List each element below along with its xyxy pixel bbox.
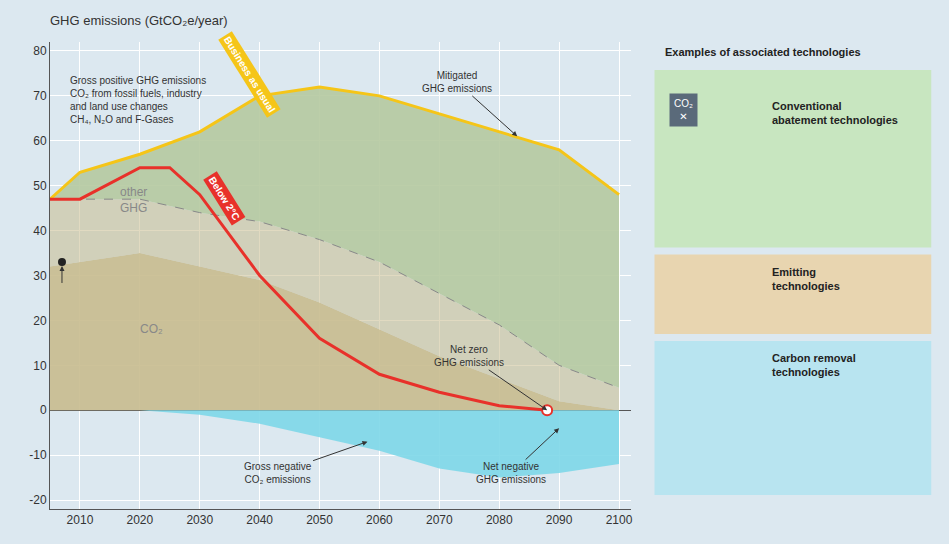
svg-text:Conventionalabatement technolo: Conventionalabatement technologies (772, 100, 898, 126)
svg-text:CO₂✕: CO₂✕ (674, 98, 693, 122)
svg-text:0: 0 (40, 403, 47, 417)
svg-text:80: 80 (33, 44, 47, 58)
svg-text:Net negativeGHG emissions: Net negativeGHG emissions (476, 461, 546, 485)
svg-text:2040: 2040 (246, 513, 273, 527)
svg-text:CO₂: CO₂ (140, 322, 163, 336)
svg-text:Gross positive GHG emissionsCO: Gross positive GHG emissionsCO₂ from fos… (70, 75, 206, 125)
svg-text:2060: 2060 (366, 513, 393, 527)
svg-text:2050: 2050 (306, 513, 333, 527)
svg-text:20: 20 (33, 314, 47, 328)
svg-text:30: 30 (33, 269, 47, 283)
svg-text:60: 60 (33, 134, 47, 148)
svg-text:2070: 2070 (426, 513, 453, 527)
svg-text:Net zeroGHG emissions: Net zeroGHG emissions (434, 344, 504, 368)
svg-text:2080: 2080 (486, 513, 513, 527)
svg-text:50: 50 (33, 179, 47, 193)
svg-text:-20: -20 (29, 493, 47, 507)
svg-text:-10: -10 (29, 448, 47, 462)
svg-text:10: 10 (33, 359, 47, 373)
svg-text:70: 70 (33, 89, 47, 103)
svg-text:otherGHG: otherGHG (120, 185, 147, 215)
svg-text:Carbon removaltechnologies: Carbon removaltechnologies (772, 352, 856, 378)
svg-text:40: 40 (33, 224, 47, 238)
svg-text:2100: 2100 (606, 513, 633, 527)
svg-text:2010: 2010 (67, 513, 94, 527)
svg-text:2090: 2090 (546, 513, 573, 527)
svg-text:2030: 2030 (186, 513, 213, 527)
svg-text:Business as usual: Business as usual (222, 35, 278, 115)
svg-text:2020: 2020 (126, 513, 153, 527)
svg-text:Examples of associated technol: Examples of associated technologies (665, 46, 861, 58)
svg-text:Emittingtechnologies: Emittingtechnologies (772, 266, 840, 292)
svg-text:MitigatedGHG emissions: MitigatedGHG emissions (422, 70, 492, 94)
svg-text:Gross negativeCO₂ emissions: Gross negativeCO₂ emissions (244, 461, 312, 485)
svg-text:GHG emissions (GtCO₂e/year): GHG emissions (GtCO₂e/year) (50, 13, 228, 28)
svg-text:Below 2°C: Below 2°C (207, 175, 242, 222)
